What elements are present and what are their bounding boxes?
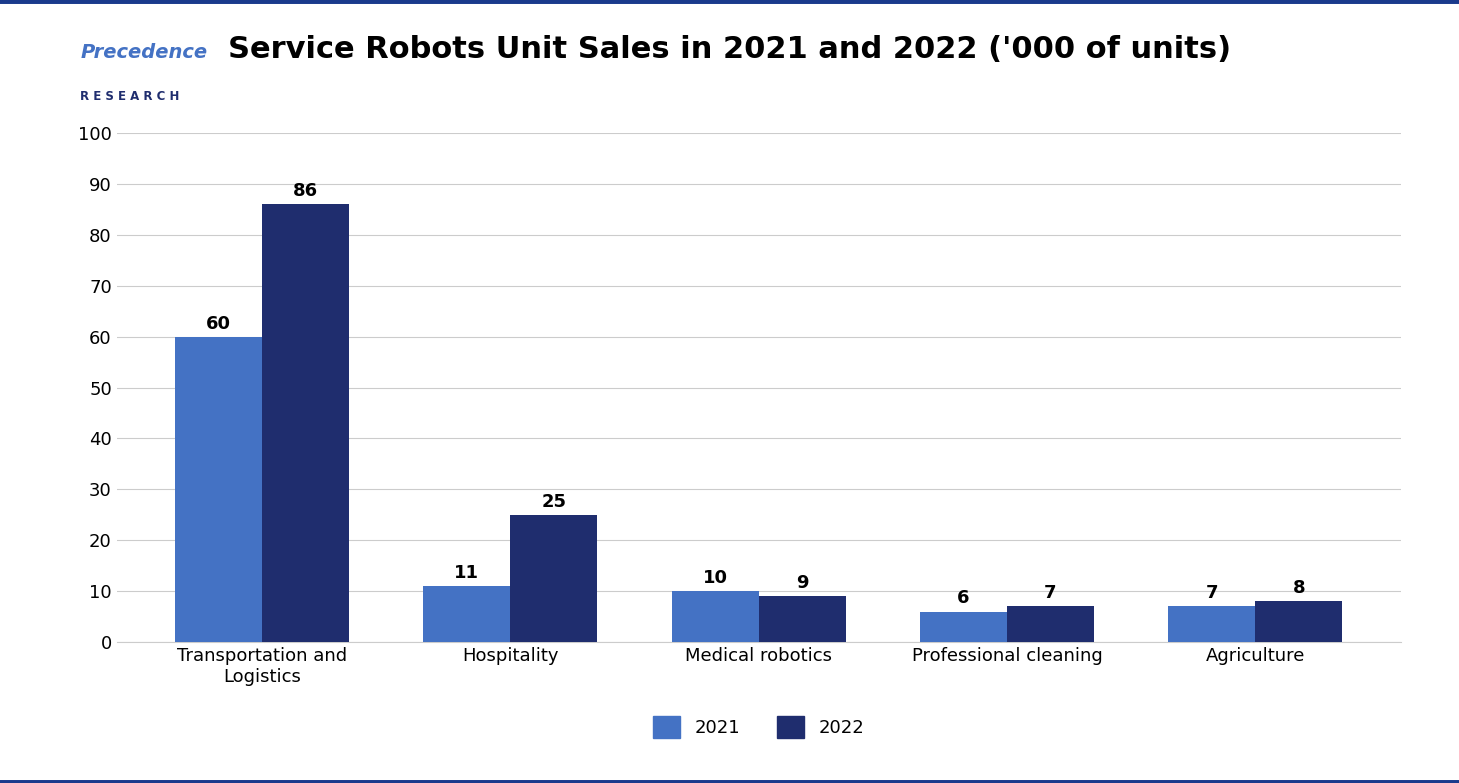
Bar — [921, 612, 1007, 642]
Text: 8: 8 — [1293, 579, 1306, 597]
Text: 9: 9 — [797, 574, 808, 592]
Text: 10: 10 — [703, 569, 728, 587]
Text: Service Robots Unit Sales in 2021 and 2022 ('000 of units): Service Robots Unit Sales in 2021 and 20… — [228, 35, 1231, 64]
Bar — [1169, 606, 1255, 642]
Text: 86: 86 — [293, 182, 318, 200]
Bar — [759, 597, 846, 642]
Text: 60: 60 — [206, 315, 231, 333]
Bar — [423, 586, 511, 642]
Text: 7: 7 — [1045, 584, 1056, 602]
Bar — [1007, 606, 1094, 642]
Text: Precedence: Precedence — [80, 43, 207, 62]
Bar — [175, 337, 263, 642]
Text: 7: 7 — [1205, 584, 1218, 602]
Legend: 2021, 2022: 2021, 2022 — [646, 709, 871, 745]
Text: 6: 6 — [957, 590, 970, 608]
Bar — [671, 591, 759, 642]
Bar — [1255, 601, 1342, 642]
Text: 25: 25 — [541, 493, 566, 511]
Bar — [263, 204, 349, 642]
Bar — [511, 515, 597, 642]
Text: 11: 11 — [454, 564, 480, 582]
Text: R E S E A R C H: R E S E A R C H — [80, 90, 179, 103]
